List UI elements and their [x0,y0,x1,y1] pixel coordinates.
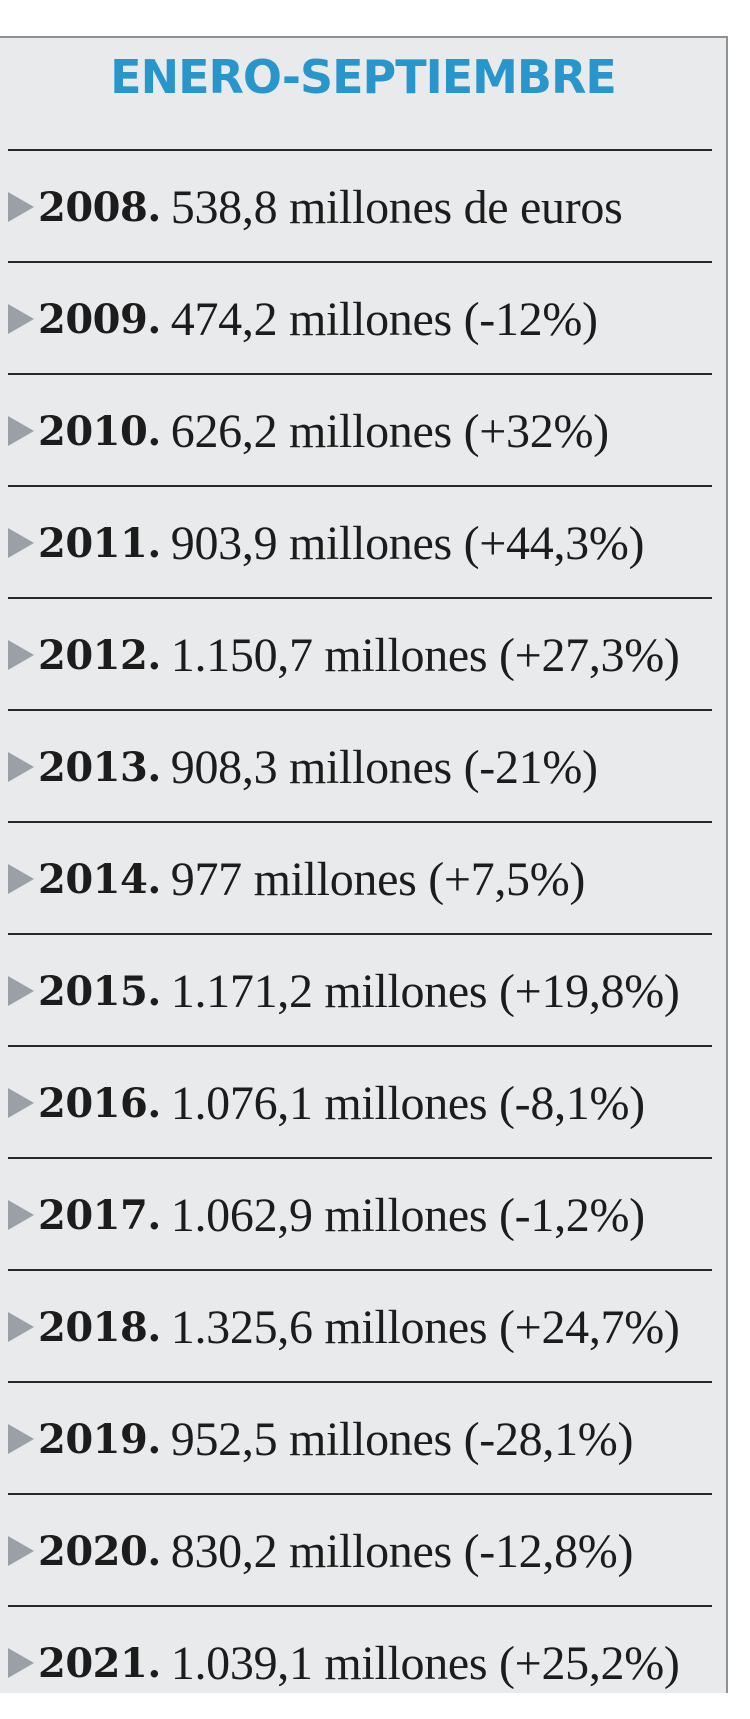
year-label: 2012. [38,631,161,679]
divider [8,1493,712,1495]
amount-value: 830,2 millones (-12,8%) [170,1524,634,1578]
divider [8,1157,712,1159]
list-item: 2009. 474,2 millones (-12%) [8,263,724,375]
list-item: 2014. 977 millones (+7,5%) [8,823,724,935]
year-label: 2016. [38,1079,161,1127]
triangle-right-icon [8,1536,34,1566]
divider [8,1045,712,1047]
year-label: 2011. [38,519,161,567]
divider [8,1605,712,1607]
list-item: 2013. 908,3 millones (-21%) [8,711,724,823]
list-item: 2018. 1.325,6 millones (+24,7%) [8,1271,724,1383]
year-label: 2021. [38,1639,161,1687]
year-label: 2017. [38,1191,161,1239]
amount-value: 1.171,2 millones (+19,8%) [170,964,680,1018]
triangle-right-icon [8,304,34,334]
year-label: 2015. [38,967,161,1015]
year-label: 2009. [38,295,161,343]
divider [8,1269,712,1271]
amount-value: 903,9 millones (+44,3%) [170,516,645,570]
triangle-right-icon [8,640,34,670]
list-item: 2016. 1.076,1 millones (-8,1%) [8,1047,724,1159]
divider [8,1381,712,1383]
list-item: 2020. 830,2 millones (-12,8%) [8,1495,724,1607]
divider [8,373,712,375]
triangle-right-icon [8,976,34,1006]
amount-value: 977 millones (+7,5%) [170,852,586,906]
amount-value: 1.076,1 millones (-8,1%) [170,1076,645,1130]
year-label: 2018. [38,1303,161,1351]
triangle-right-icon [8,864,34,894]
year-label: 2008. [38,183,161,231]
year-label: 2020. [38,1527,161,1575]
year-label: 2010. [38,407,161,455]
divider [8,933,712,935]
year-label: 2019. [38,1415,161,1463]
triangle-right-icon [8,416,34,446]
amount-value: 626,2 millones (+32%) [170,404,609,458]
triangle-right-icon [8,1424,34,1454]
list-item: 2008. 538,8 millones de euros [8,151,724,263]
list-item: 2019. 952,5 millones (-28,1%) [8,1383,724,1495]
triangle-right-icon [8,528,34,558]
triangle-right-icon [8,1312,34,1342]
list-item: 2021. 1.039,1 millones (+25,2%) [8,1607,724,1719]
divider [8,597,712,599]
amount-value: 1.150,7 millones (+27,3%) [170,628,680,682]
triangle-right-icon [8,1648,34,1678]
triangle-right-icon [8,752,34,782]
amount-value: 1.325,6 millones (+24,7%) [170,1300,680,1354]
divider [8,821,712,823]
amount-value: 908,3 millones (-21%) [170,740,598,794]
triangle-right-icon [8,1200,34,1230]
amount-value: 538,8 millones de euros [170,180,623,234]
divider [8,709,712,711]
list-item: 2015. 1.171,2 millones (+19,8%) [8,935,724,1047]
list-item: 2011. 903,9 millones (+44,3%) [8,487,724,599]
triangle-right-icon [8,192,34,222]
year-label: 2013. [38,743,161,791]
year-label: 2014. [38,855,161,903]
triangle-right-icon [8,1088,34,1118]
data-panel: ENERO-SEPTIEMBRE 2008. 538,8 millones de… [0,36,728,1693]
amount-value: 474,2 millones (-12%) [170,292,598,346]
amount-value: 1.062,9 millones (-1,2%) [170,1188,645,1242]
divider [8,261,712,263]
list-item: 2012. 1.150,7 millones (+27,3%) [8,599,724,711]
amount-value: 1.039,1 millones (+25,2%) [170,1636,680,1690]
list-item: 2017. 1.062,9 millones (-1,2%) [8,1159,724,1271]
divider [8,485,712,487]
divider [8,149,712,151]
amount-value: 952,5 millones (-28,1%) [170,1412,634,1466]
list-item: 2010. 626,2 millones (+32%) [8,375,724,487]
panel-title: ENERO-SEPTIEMBRE [110,50,617,104]
